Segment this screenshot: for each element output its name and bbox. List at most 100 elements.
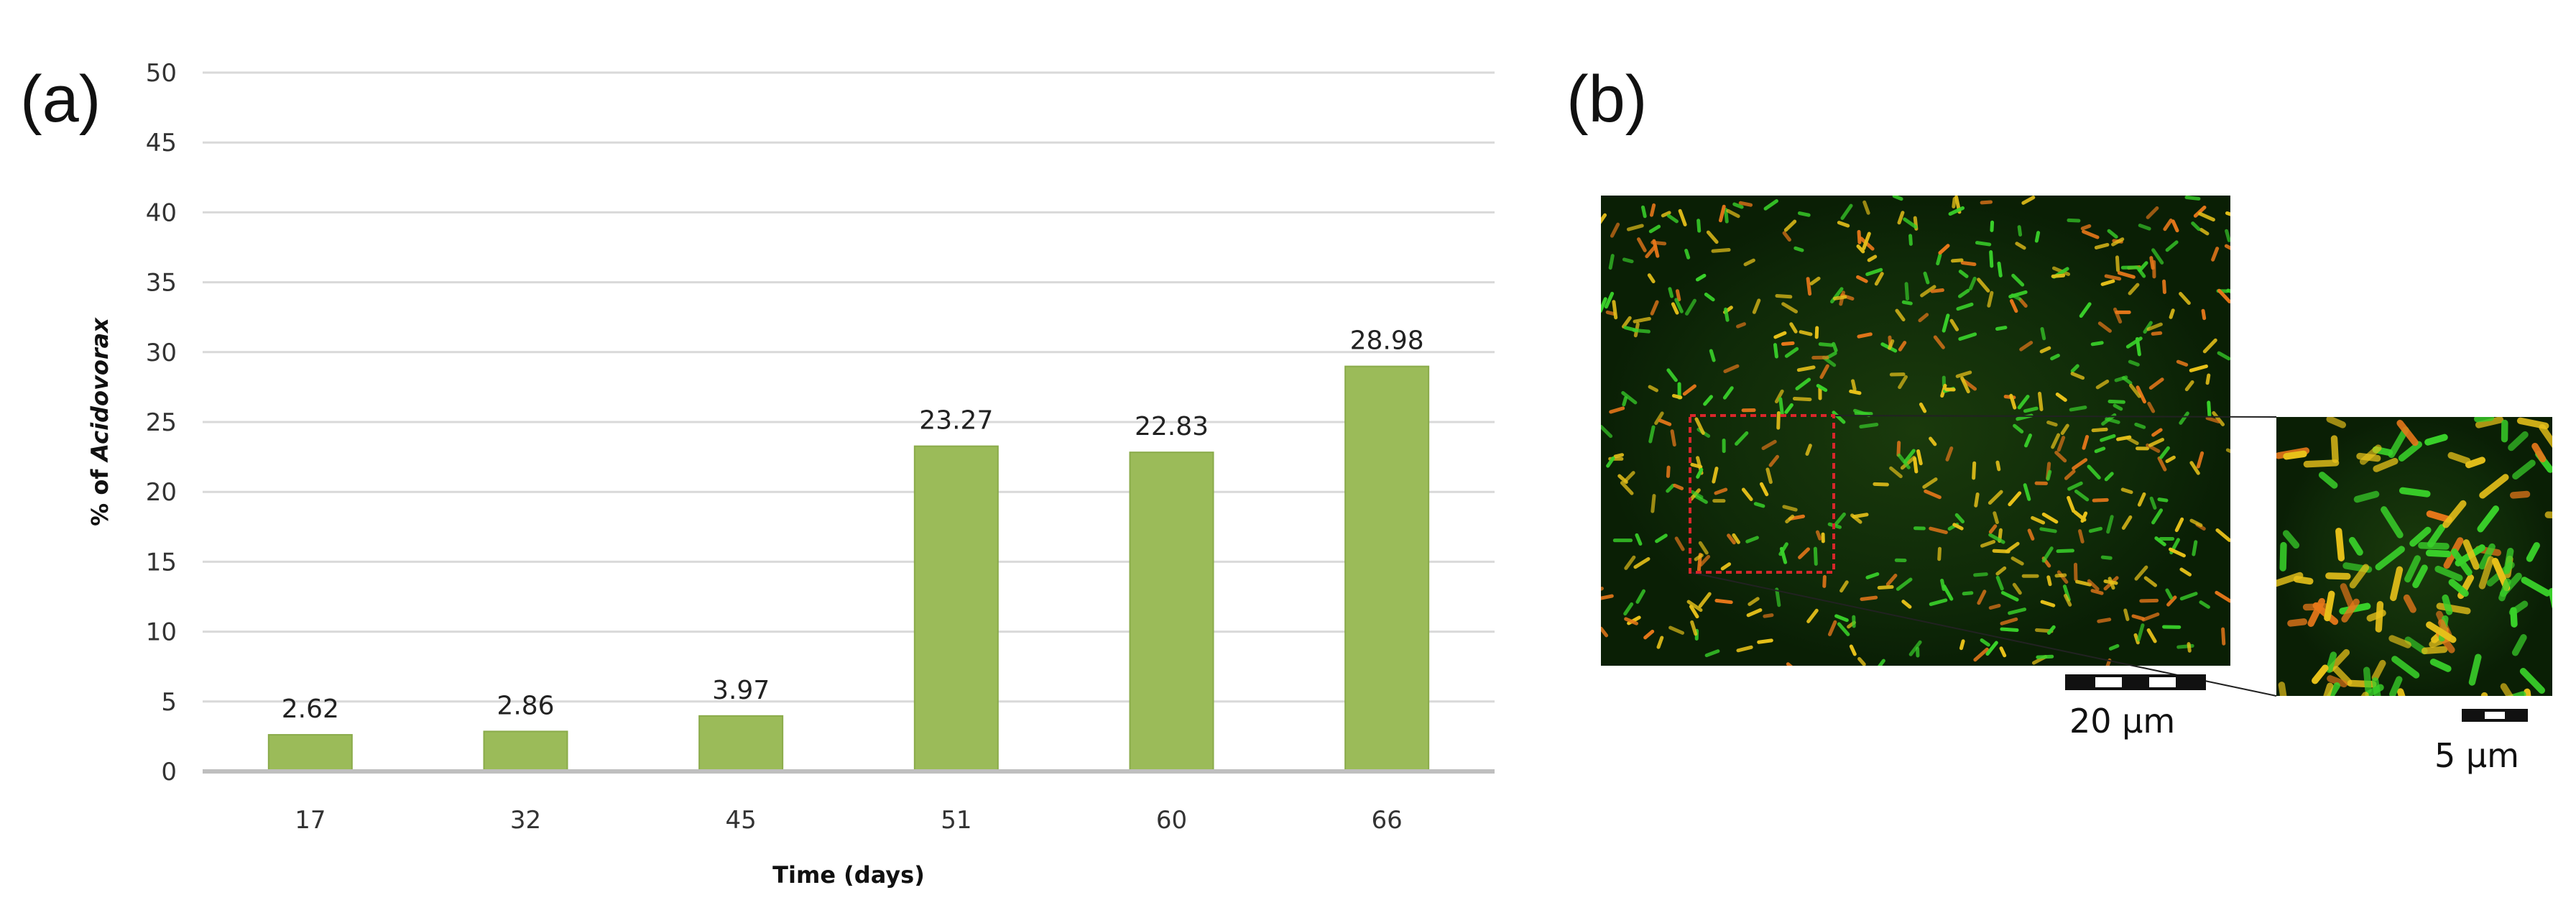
bacterium-cell [1854, 411, 1873, 416]
bacterium-cell [1975, 241, 1992, 247]
bar [913, 445, 999, 773]
bacterium-cell [2041, 546, 2054, 563]
bacterium-cell [2189, 364, 2208, 372]
x-tick-label: 51 [941, 806, 971, 835]
bacterium-cell [1856, 275, 1868, 283]
bacterium-cell [1959, 639, 1965, 651]
bacterium-cell [1852, 513, 1869, 519]
bacterium-cell [2165, 455, 2176, 464]
bacterium-cell [1623, 602, 1634, 616]
bacterium-cell [2169, 308, 2175, 319]
bacterium-cell [2100, 434, 2116, 442]
bacterium-cell [2189, 461, 2200, 475]
bacterium-cell [1684, 249, 1691, 260]
bacterium-cell [1938, 244, 1950, 255]
bacterium-cell [2544, 511, 2552, 519]
bacterium-cell [2064, 469, 2076, 480]
bacterium-cell [2477, 505, 2500, 533]
bacterium-cell [2051, 433, 2061, 449]
bacterium-cell [2447, 451, 2471, 464]
bacterium-cell [2225, 448, 2230, 454]
bacterium-cell [2097, 321, 2112, 333]
bacterium-cell [2104, 472, 2114, 482]
bacterium-cell [2531, 442, 2547, 463]
bacterium-cell [2510, 607, 2518, 628]
bacterium-cell [1916, 449, 1923, 466]
bacterium-cell [1620, 481, 1634, 495]
bacterium-cell [2087, 464, 2101, 480]
bacterium-cell [1895, 308, 1906, 322]
bacterium-cell [1704, 293, 1715, 302]
bacterium-cell [2146, 206, 2159, 219]
bacterium-cell [1888, 339, 1895, 350]
bacterium-cell [1898, 375, 1908, 390]
bacterium-cell [1668, 287, 1674, 298]
bacterium-cell [1972, 461, 1977, 480]
bacterium-cell [1840, 203, 1853, 220]
bacterium-cell [2108, 399, 2125, 404]
bacterium-cell [1900, 456, 1916, 470]
bacterium-cell [2217, 288, 2230, 303]
bacterium-cell [2088, 526, 2103, 533]
bacterium-cell [1898, 341, 1907, 352]
bacterium-cell [1706, 230, 1719, 244]
bacterium-cell [2070, 364, 2079, 373]
bacterium-cell [2104, 274, 2122, 281]
bacterium-cell [1609, 406, 1625, 414]
bacterium-cell [2090, 341, 2104, 347]
y-tick-label: 40 [146, 198, 177, 227]
bacterium-cell [1997, 261, 2003, 278]
data-label: 23.27 [919, 406, 993, 436]
bacterium-cell [1649, 203, 1656, 217]
bacterium-cell [1684, 298, 1696, 316]
bacterium-cell [2111, 237, 2125, 247]
bacterium-cell [1724, 307, 1730, 322]
bacterium-cell [1605, 310, 1617, 316]
bacterium-cell [2105, 417, 2120, 424]
bacterium-cell [1960, 261, 1977, 267]
bacterium-cell [1995, 326, 2008, 331]
bacterium-cell [2137, 492, 2146, 507]
bacterium-cell [2524, 688, 2531, 696]
bacterium-cell [1903, 449, 1916, 464]
bacterium-cell [2070, 372, 2085, 380]
bacterium-cell [2184, 380, 2194, 392]
scale-label-inset: 5 μm [2434, 736, 2519, 775]
bacterium-cell [2060, 423, 2069, 436]
bacterium-cell [2324, 590, 2335, 622]
bacterium-cell [2179, 292, 2191, 306]
bacterium-cell [2412, 564, 2428, 589]
bacterium-cell [1773, 331, 1787, 339]
bacterium-cell [2478, 543, 2496, 570]
x-tick-labels: 17 32 45 51 60 66 [295, 806, 1403, 835]
bacterium-cell [2427, 524, 2446, 548]
bar [1129, 451, 1214, 772]
bacterium-cell [2148, 437, 2164, 447]
data-label: 2.62 [282, 694, 339, 724]
bars [267, 365, 1430, 773]
scale-bar-inset [2462, 709, 2528, 722]
bacterium-cell [1601, 213, 1607, 224]
bacterium-cell [1816, 383, 1828, 393]
bacterium-cell [2017, 395, 2030, 410]
x-axis-title: Time (days) [772, 861, 925, 889]
data-labels: 2.62 2.86 3.97 23.27 22.83 28.98 [282, 326, 1424, 724]
bacterium-cell [2325, 572, 2351, 580]
bacterium-cell [1782, 231, 1791, 242]
bacterium-cell [2134, 422, 2146, 429]
bacterium-cell [2475, 417, 2504, 428]
bacterium-cell [2157, 456, 2167, 472]
bacterium-cell [2434, 565, 2463, 582]
bacterium-cell [2036, 654, 2054, 659]
bacterium-cell [2023, 406, 2039, 413]
bacterium-cell [1643, 629, 1655, 640]
bacterium-cell [1636, 237, 1647, 252]
bacterium-cell [1962, 591, 1974, 596]
bacterium-cell [1775, 587, 1781, 607]
bacterium-cell [1851, 379, 1857, 392]
bacterium-cell [1809, 276, 1821, 285]
y-tick-label: 35 [146, 269, 177, 298]
scale-label-main: 20 μm [2069, 702, 2176, 740]
bacterium-cell [1612, 300, 1618, 320]
bacterium-cell [1896, 441, 1901, 457]
